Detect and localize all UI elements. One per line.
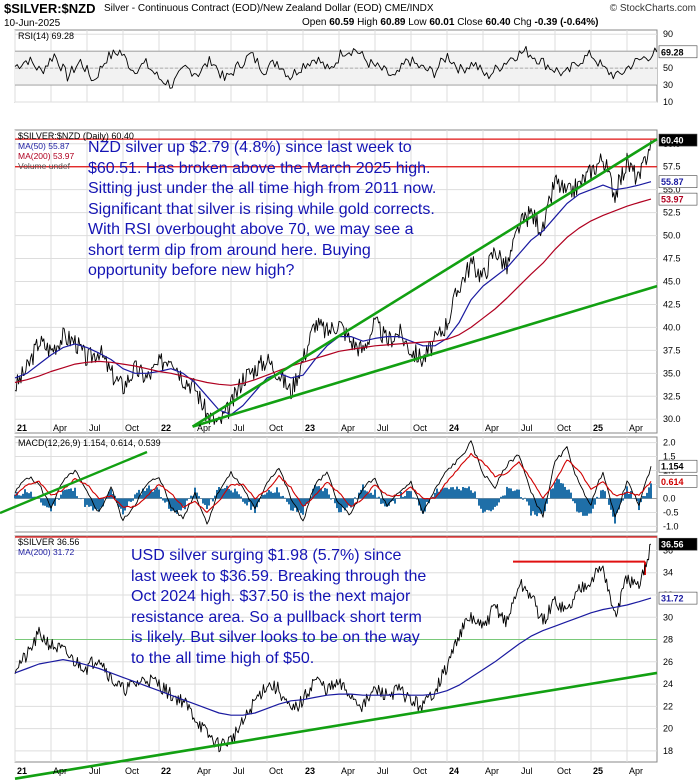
x-tick-label: Apr <box>341 766 355 776</box>
y-tick-label: 20 <box>663 724 673 734</box>
y-tick-label: 30 <box>663 612 673 622</box>
x-tick-label: Oct <box>557 766 572 776</box>
y-tick-label: 0.0 <box>663 493 676 503</box>
x-tick-label: Jul <box>89 423 101 433</box>
y-tick-label: 42.5 <box>663 299 681 309</box>
x-tick-label: Oct <box>125 423 140 433</box>
x-tick-label: 21 <box>17 766 27 776</box>
x-tick-label: Apr <box>629 423 643 433</box>
y-tick-label: 24 <box>663 679 673 689</box>
y-tick-label: -0.5 <box>663 507 679 517</box>
nzd-ma50-value: 55.87 <box>661 177 684 187</box>
x-tick-label: Apr <box>197 766 211 776</box>
y-tick-label: 50.0 <box>663 231 681 241</box>
rsi-title: RSI(14) 69.28 <box>18 31 74 41</box>
nzd-annotation: NZD silver up $2.79 (4.8%) since last we… <box>88 138 436 282</box>
annotation-line: $60.51. Has broken above the March 2025 … <box>88 159 436 180</box>
nzd-ma200-value: 53.97 <box>661 195 684 205</box>
y-tick-label: 28 <box>663 635 673 645</box>
annotation-line: NZD silver up $2.79 (4.8%) since last we… <box>88 138 436 159</box>
x-tick-label: 25 <box>593 766 603 776</box>
y-tick-label: 35.0 <box>663 368 681 378</box>
annotation-line: last week to $36.59. Breaking through th… <box>131 567 426 588</box>
nzd-ma200-legend: MA(200) 53.97 <box>18 151 74 161</box>
x-tick-label: Oct <box>413 766 428 776</box>
y-tick-label: 18 <box>663 746 673 756</box>
x-tick-label: 25 <box>593 423 603 433</box>
y-tick-label: 30.0 <box>663 414 681 424</box>
y-tick-label: 90 <box>663 29 673 39</box>
annotation-line: Sitting just under the all time high fro… <box>88 179 436 200</box>
y-tick-label: 40.0 <box>663 322 681 332</box>
annotation-line: Oct 2024 high. $37.50 is the next major <box>131 587 426 608</box>
x-tick-label: 24 <box>449 423 459 433</box>
nzd-last-price: 60.40 <box>661 136 684 146</box>
y-tick-label: 57.5 <box>663 162 681 172</box>
x-tick-label: Jul <box>89 766 101 776</box>
x-tick-label: Jul <box>521 423 533 433</box>
usd-last-price: 36.56 <box>661 540 684 550</box>
x-tick-label: 21 <box>17 423 27 433</box>
y-tick-label: 32.5 <box>663 391 681 401</box>
x-tick-label: 22 <box>161 423 171 433</box>
x-tick-label: 23 <box>305 766 315 776</box>
x-tick-label: Jul <box>233 423 245 433</box>
x-tick-label: 23 <box>305 423 315 433</box>
annotation-line: opportunity before new high? <box>88 261 436 282</box>
y-tick-label: 10 <box>663 97 673 107</box>
usd-ma200-legend: MA(200) 31.72 <box>18 547 74 557</box>
y-tick-label: -1.0 <box>663 521 679 531</box>
x-tick-label: Oct <box>269 423 284 433</box>
x-tick-label: 22 <box>161 766 171 776</box>
y-tick-label: 2.0 <box>663 438 676 448</box>
x-tick-label: Jul <box>377 766 389 776</box>
usd-title: $SILVER 36.56 <box>18 537 79 547</box>
x-tick-label: Apr <box>341 423 355 433</box>
macd-signal-value: 0.614 <box>661 477 684 487</box>
nzd-volume-legend: Volume undef <box>18 161 71 171</box>
x-tick-label: Oct <box>557 423 572 433</box>
rsi-last-value: 69.28 <box>661 47 684 57</box>
x-tick-label: Apr <box>629 766 643 776</box>
annotation-line: USD silver surging $1.98 (5.7%) since <box>131 546 426 567</box>
usd-annotation: USD silver surging $1.98 (5.7%) since la… <box>131 546 426 669</box>
x-tick-label: Jul <box>377 423 389 433</box>
y-tick-label: 45.0 <box>663 277 681 287</box>
x-tick-label: Apr <box>53 423 67 433</box>
macd-value: 1.154 <box>661 462 684 472</box>
macd-title: MACD(12,26,9) 1.154, 0.614, 0.539 <box>18 438 161 448</box>
y-tick-label: 52.5 <box>663 208 681 218</box>
y-tick-label: 47.5 <box>663 254 681 264</box>
x-tick-label: Apr <box>53 766 67 776</box>
y-tick-label: 30 <box>663 80 673 90</box>
usd-ma200-value: 31.72 <box>661 594 684 604</box>
annotation-line: to the all time high of $50. <box>131 649 426 670</box>
x-tick-label: Jul <box>521 766 533 776</box>
y-tick-label: 22 <box>663 701 673 711</box>
x-tick-label: Apr <box>197 423 211 433</box>
annotation-line: resistance area. So a pullback short ter… <box>131 608 426 629</box>
x-tick-label: 24 <box>449 766 459 776</box>
nzd-ma50-legend: MA(50) 55.87 <box>18 141 70 151</box>
x-tick-label: Jul <box>233 766 245 776</box>
annotation-line: is likely. But silver looks to be on the… <box>131 628 426 649</box>
annotation-line: With RSI overbought above 70, we may see… <box>88 220 436 241</box>
y-tick-label: 50 <box>663 63 673 73</box>
x-tick-label: Oct <box>125 766 140 776</box>
x-tick-label: Apr <box>485 423 499 433</box>
y-tick-label: 34 <box>663 568 673 578</box>
y-tick-label: 37.5 <box>663 345 681 355</box>
x-tick-label: Oct <box>413 423 428 433</box>
annotation-line: short term dip from around here. Buying <box>88 241 436 262</box>
x-tick-label: Apr <box>485 766 499 776</box>
annotation-line: Significant that silver is rising while … <box>88 200 436 221</box>
y-tick-label: 26 <box>663 657 673 667</box>
x-tick-label: Oct <box>269 766 284 776</box>
